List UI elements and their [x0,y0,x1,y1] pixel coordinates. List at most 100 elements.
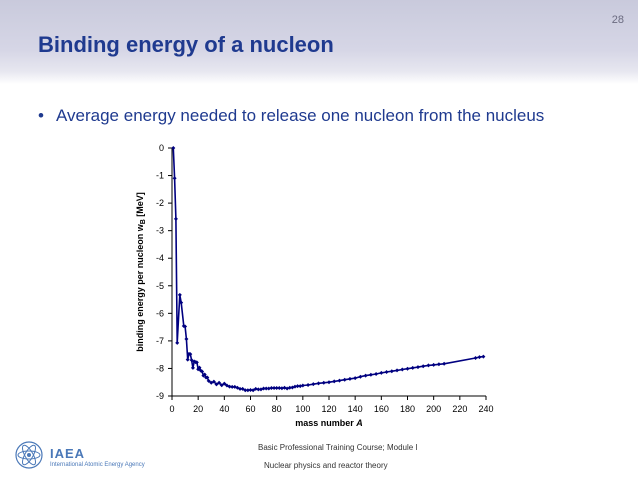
data-point [287,385,292,390]
data-point [442,361,447,366]
data-point [222,381,227,386]
data-point [264,386,269,391]
data-point [374,371,379,376]
y-tick-label: -1 [156,171,164,181]
x-tick-label: 0 [169,404,174,414]
x-tick-label: 100 [295,404,310,414]
data-point [177,292,182,297]
data-point [197,365,202,370]
data-point [306,382,311,387]
data-point [363,373,368,378]
data-point [272,386,277,391]
data-point [295,384,300,389]
y-tick-label: -7 [156,336,164,346]
data-point [342,377,347,382]
chart-axes [168,147,487,400]
data-point [243,388,248,393]
data-point [481,354,486,359]
x-tick-label: 80 [272,404,282,414]
data-point [292,384,297,389]
data-point [194,360,199,365]
data-point [227,384,232,389]
data-point [473,355,478,360]
data-point [353,376,358,381]
data-point [171,146,176,150]
data-point [183,324,188,329]
y-tick-label: -8 [156,363,164,373]
data-point [179,300,184,305]
y-axis-title: binding energy per nucleon wB [MeV] [135,192,147,352]
org-short-name: IAEA [50,446,86,461]
data-point [261,386,266,391]
y-tick-label: -6 [156,308,164,318]
data-point [358,374,363,379]
data-point [277,386,282,391]
data-point [368,372,373,377]
y-tick-labels: 0 -1 -2 -3 -4 -5 -6 -7 -8 -9 [156,143,164,401]
page-number: 28 [611,14,624,26]
data-point [185,357,190,362]
y-axis-title-subscript: B [140,219,147,224]
data-point [175,340,180,345]
data-point [184,336,189,341]
y-tick-label: -2 [156,198,164,208]
slide-title: Binding energy of a nucleon [38,32,334,57]
data-point [389,369,394,374]
data-point [311,382,316,387]
x-tick-label: 160 [374,404,389,414]
data-point [202,372,207,377]
iaea-logo-icon [15,441,43,469]
bullet-item: • Average energy needed to release one nu… [38,106,628,126]
series-markers [171,146,486,393]
x-tick-label: 120 [321,404,336,414]
data-point [253,386,258,391]
data-point [431,362,436,367]
y-tick-label: -9 [156,391,164,401]
data-point [379,370,384,375]
y-tick-label: -3 [156,226,164,236]
x-axis-title-main: mass number [295,418,356,428]
data-point [410,365,415,370]
x-tick-label: 240 [478,404,493,414]
data-point [219,383,224,388]
data-point [477,355,482,360]
y-tick-label: 0 [159,143,164,153]
data-point [426,363,431,368]
x-tick-label: 180 [400,404,415,414]
x-axis-title: mass number A [295,418,363,428]
y-tick-label: -4 [156,253,164,263]
data-point [327,380,331,385]
data-point [321,380,326,385]
data-point [332,379,337,384]
org-full-name: International Atomic Energy Agency [50,462,145,468]
header-band [0,0,638,84]
series-line-group [172,147,484,392]
data-point [173,216,178,221]
data-point [200,369,205,374]
data-point [230,384,235,389]
data-point [298,384,303,389]
data-point [384,370,389,375]
data-point [217,380,222,385]
y-axis-title-main: binding energy per nucleon w [135,223,145,352]
series-line [172,147,484,392]
data-point [405,366,410,371]
data-point [266,386,271,391]
x-tick-label: 20 [193,404,203,414]
y-axis-title-unit: [MeV] [135,192,145,219]
data-point [211,379,216,384]
data-point [279,386,284,391]
data-point [190,365,195,370]
x-tick-label: 140 [348,404,363,414]
footer-module: Nuclear physics and reactor theory [264,461,388,470]
footer-course: Basic Professional Training Course; Modu… [258,443,418,452]
data-point [256,387,261,392]
bullet-dot-icon: • [38,106,44,125]
y-tick-label: -5 [156,281,164,291]
data-point [415,365,420,370]
data-point [245,388,250,393]
data-point [300,383,305,388]
data-point [206,378,211,383]
data-point [436,362,441,367]
